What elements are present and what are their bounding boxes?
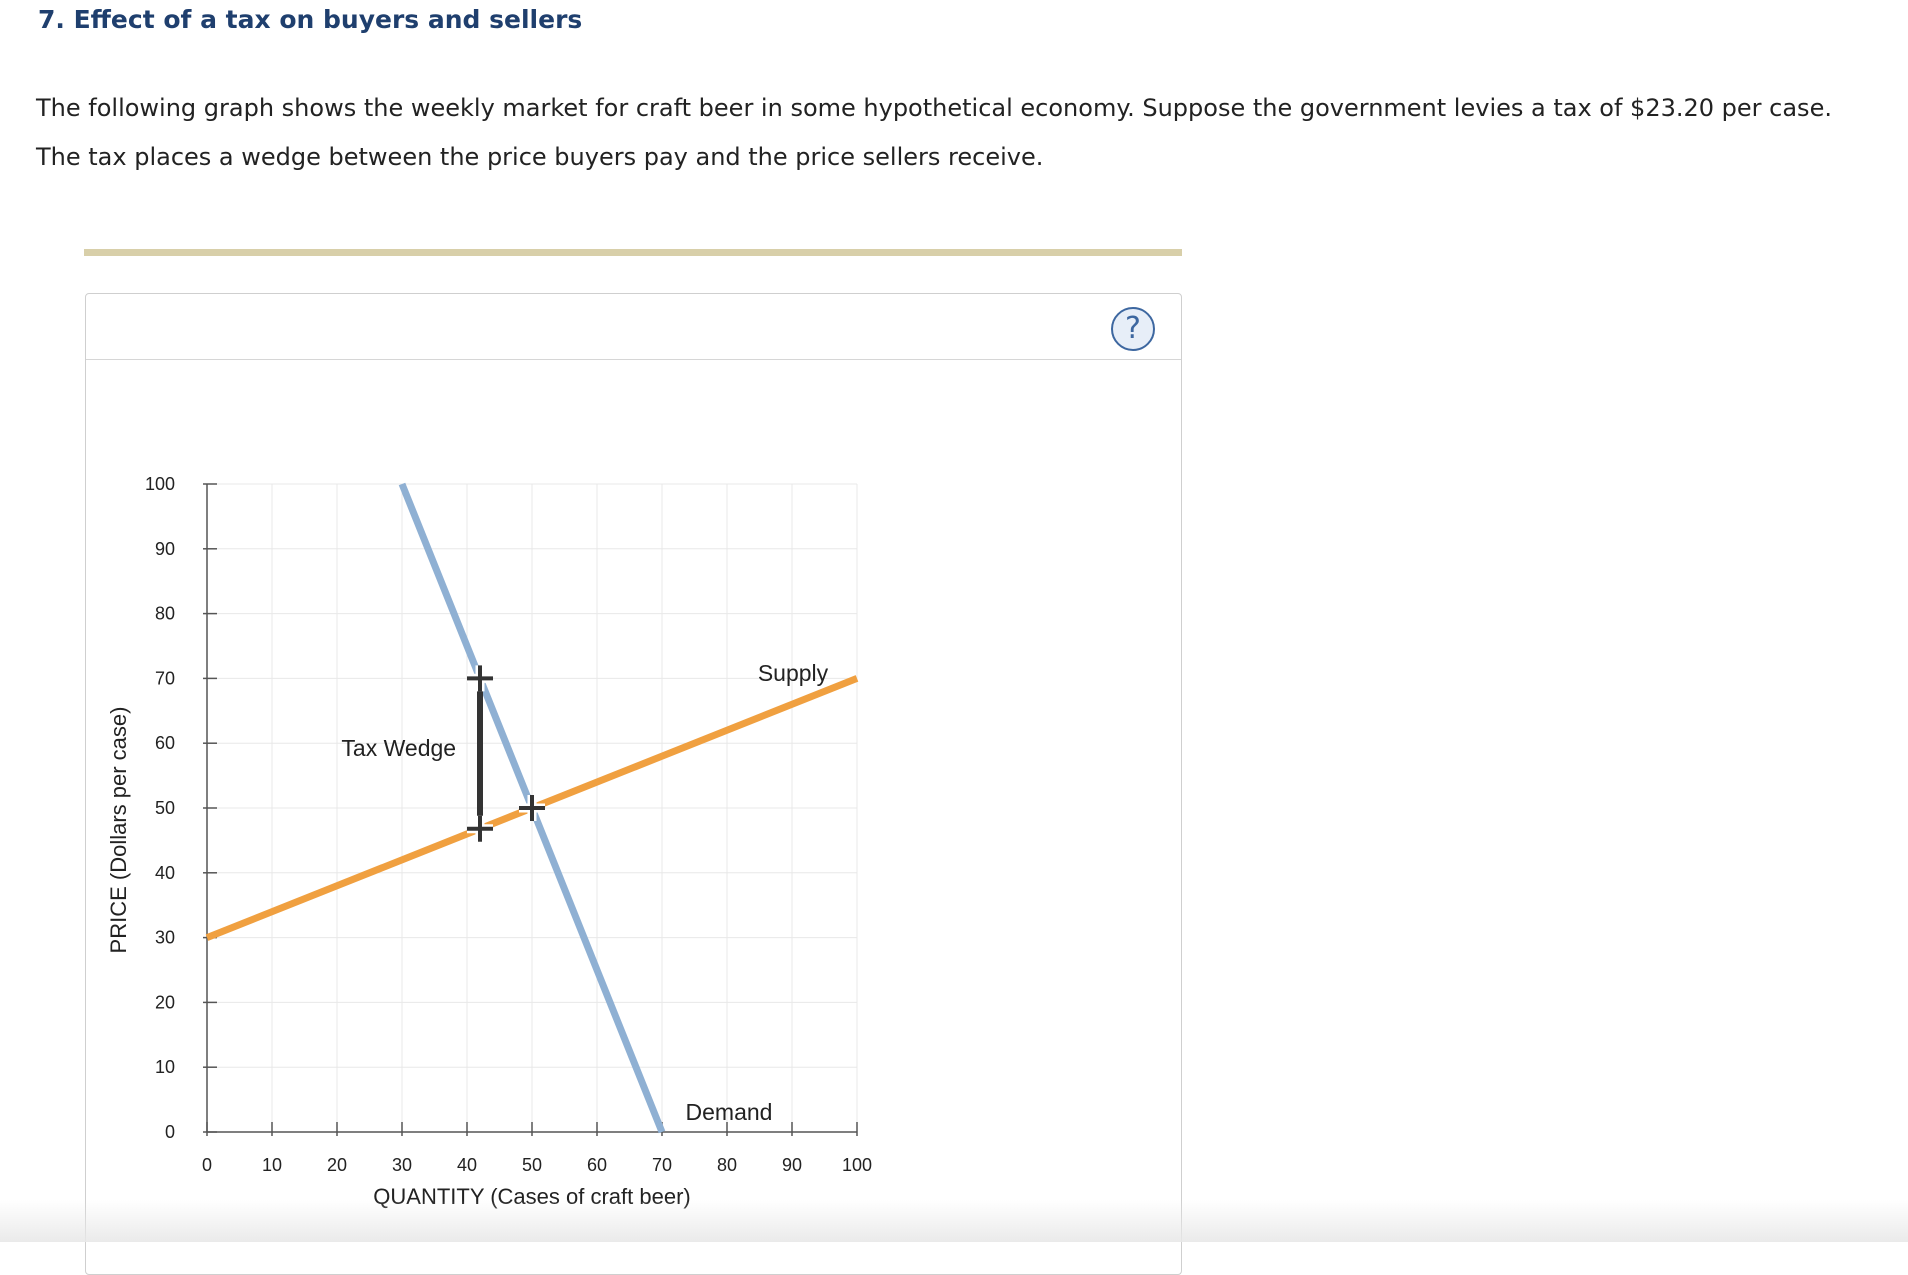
y-tick-label: 60	[155, 733, 175, 753]
x-tick-label: 20	[327, 1155, 347, 1175]
y-tick-label: 0	[165, 1122, 175, 1142]
y-axis-title: PRICE (Dollars per case)	[106, 707, 131, 954]
graph-panel	[85, 293, 1182, 1275]
x-tick-label: 0	[202, 1155, 212, 1175]
question-mark-icon: ?	[1125, 311, 1141, 346]
x-tick-label: 40	[457, 1155, 477, 1175]
y-tick-label: 50	[155, 798, 175, 818]
x-tick-label: 10	[262, 1155, 282, 1175]
tax-wedge-label: Tax Wedge	[341, 735, 456, 761]
demand-label: Demand	[686, 1099, 773, 1125]
markers[interactable]	[467, 665, 545, 842]
x-tick-label: 30	[392, 1155, 412, 1175]
graph-panel-header	[86, 294, 1181, 360]
x-tick-label: 70	[652, 1155, 672, 1175]
grid	[206, 483, 858, 1133]
y-tick-label: 10	[155, 1057, 175, 1077]
question-title: 7. Effect of a tax on buyers and sellers	[38, 5, 583, 34]
x-tick-label: 50	[522, 1155, 542, 1175]
x-tick-label: 90	[782, 1155, 802, 1175]
x-tick-label: 80	[717, 1155, 737, 1175]
help-button[interactable]: ?	[1111, 307, 1155, 351]
supply-label: Supply	[758, 660, 829, 686]
question-intro: The following graph shows the weekly mar…	[36, 84, 1896, 182]
y-tick-label: 70	[155, 668, 175, 688]
intro-line-1: The following graph shows the weekly mar…	[36, 94, 1832, 122]
x-axis-title: QUANTITY (Cases of craft beer)	[373, 1184, 690, 1209]
supply-demand-chart: 0 10 20 30 40 50 60 70 80 90 100 0 10 20 30 40 50 60 70 80 9…	[106, 474, 872, 1209]
y-tick-label: 90	[155, 539, 175, 559]
tax-wedge-top-handle[interactable]	[467, 665, 493, 692]
y-tick-label: 20	[155, 992, 175, 1012]
labels: Supply Demand Tax Wedge	[341, 660, 828, 1125]
y-tick-label: 100	[145, 474, 175, 494]
tax-wedge-bottom-handle[interactable]	[467, 815, 493, 842]
y-tick-label: 40	[155, 863, 175, 883]
y-tick-label: 30	[155, 928, 175, 948]
intro-line-2: The tax places a wedge between the price…	[36, 143, 1044, 171]
y-tick-label: 80	[155, 604, 175, 624]
equilibrium-marker[interactable]	[519, 795, 545, 821]
x-tick-label: 100	[842, 1155, 872, 1175]
x-tick-label: 60	[587, 1155, 607, 1175]
section-divider	[84, 249, 1182, 256]
